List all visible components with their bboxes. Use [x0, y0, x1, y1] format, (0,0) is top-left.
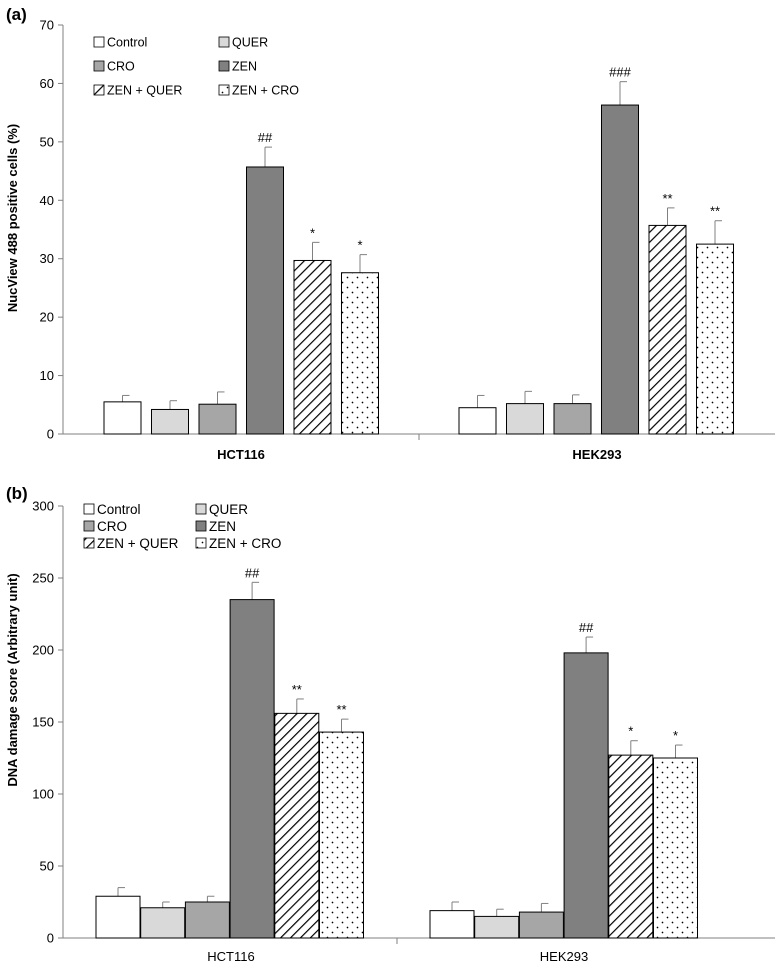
y-tick-label: 20 — [40, 310, 54, 325]
bar-hct116-control — [95, 895, 141, 939]
significance-label: * — [673, 728, 678, 743]
y-tick-label: 60 — [40, 76, 54, 91]
significance-label: ### — [609, 65, 631, 80]
significance-label: ## — [579, 620, 594, 635]
y-tick-label: 50 — [40, 134, 54, 149]
bar-hct116-control — [103, 401, 142, 435]
panel-a-category-hek293: HEK293 — [572, 447, 621, 462]
significance-label: ** — [710, 204, 720, 219]
bar-hek293-zen — [563, 652, 609, 939]
significance-label: ## — [258, 130, 273, 145]
panel-a-bars: ##**###**** — [103, 65, 734, 435]
bar-hek293-zen-quer — [648, 224, 687, 435]
legend-b-swatch-quer — [195, 503, 207, 515]
significance-label: ** — [292, 682, 302, 697]
legend-b-swatch-zen-quer — [83, 537, 95, 549]
y-tick-label: 200 — [32, 643, 54, 658]
y-tick-label: 10 — [40, 368, 54, 383]
legend-b-swatch-control — [83, 503, 95, 515]
bar-hct116-zen-quer — [274, 712, 320, 939]
legend-a-label-control: Control — [107, 36, 147, 50]
y-tick-label: 150 — [32, 715, 54, 730]
significance-label: ## — [245, 565, 260, 580]
panel-b-y-axis-label: DNA damage score (Arbitrary unit) — [5, 573, 20, 786]
legend-a-swatch-control — [93, 36, 105, 48]
bar-hct116-zen-cro — [341, 272, 379, 435]
y-tick-label: 50 — [40, 859, 54, 874]
legend-a-label-zen: ZEN — [232, 60, 257, 74]
legend-a-swatch-zen-cro — [218, 84, 230, 96]
legend-a-swatch-zen-quer — [93, 84, 105, 96]
bar-hek293-cro — [518, 911, 564, 939]
bar-hct116-zen-quer — [293, 259, 332, 435]
legend-a-swatch-zen — [218, 60, 230, 72]
legend-b-swatch-zen-cro — [195, 537, 207, 549]
significance-label: * — [357, 238, 362, 253]
y-tick-label: 30 — [40, 251, 54, 266]
bar-hek293-quer — [474, 915, 520, 939]
panel-b-label: (b) — [6, 484, 28, 503]
legend-b-swatch-cro — [83, 520, 95, 532]
legend-a-label-zen-quer: ZEN + QUER — [107, 84, 182, 98]
legend-b-label-control: Control — [97, 502, 141, 517]
panel-a-label: (a) — [6, 5, 27, 24]
bar-hct116-quer — [140, 907, 186, 939]
legend-a-label-quer: QUER — [232, 36, 268, 50]
y-tick-label: 300 — [32, 499, 54, 514]
panel-b-category-hek293: HEK293 — [540, 949, 588, 964]
panel-b: (b) DNA damage score (Arbitrary unit) 0 5… — [5, 484, 775, 964]
bar-hct116-zen-cro — [319, 731, 364, 939]
y-tick-label: 0 — [47, 931, 54, 946]
bar-hct116-zen — [246, 166, 284, 435]
y-tick-label: 0 — [47, 427, 54, 442]
panel-b-legend: Control QUER CRO ZEN ZEN + QUER ZEN + CR… — [83, 502, 281, 551]
bar-hct116-zen — [229, 599, 275, 939]
significance-label: ** — [662, 191, 672, 206]
panel-b-y-ticks: 0 50 100 150 200 250 300 — [32, 499, 63, 946]
legend-b-label-cro: CRO — [97, 519, 127, 534]
legend-b-swatch-zen — [195, 520, 207, 532]
bar-hct116-cro — [184, 901, 230, 939]
bar-hek293-control — [429, 910, 475, 939]
panel-a: (a) NucView 488 positive cells (%) 0 10 20… — [5, 5, 775, 462]
legend-a-swatch-cro — [93, 60, 105, 72]
panel-a-legend: Control QUER CRO ZEN ZEN + QUER ZEN + CR… — [93, 36, 299, 98]
panel-a-y-ticks: 0 10 20 30 40 50 60 70 — [40, 18, 63, 442]
legend-a-label-zen-cro: ZEN + CRO — [232, 84, 299, 98]
legend-b-label-zen-cro: ZEN + CRO — [209, 536, 281, 551]
legend-b-label-zen: ZEN — [209, 519, 236, 534]
bar-hek293-zen-cro — [696, 243, 734, 435]
bar-hek293-quer — [506, 403, 544, 435]
bar-hct116-quer — [151, 408, 189, 435]
legend-b-label-quer: QUER — [209, 502, 248, 517]
legend-a-label-cro: CRO — [107, 60, 135, 74]
bar-hek293-cro — [553, 403, 592, 435]
y-tick-label: 100 — [32, 787, 54, 802]
bar-hct116-cro — [198, 403, 237, 435]
y-tick-label: 40 — [40, 193, 54, 208]
significance-label: * — [310, 225, 315, 240]
y-tick-label: 250 — [32, 571, 54, 586]
bar-hek293-zen-quer — [608, 754, 654, 939]
panel-a-y-axis-label: NucView 488 positive cells (%) — [5, 124, 20, 312]
legend-b-label-zen-quer: ZEN + QUER — [97, 536, 179, 551]
bar-hek293-zen — [601, 104, 639, 435]
significance-label: * — [628, 724, 633, 739]
legend-a-swatch-quer — [218, 36, 230, 48]
panel-b-category-hct116: HCT116 — [207, 949, 254, 964]
panel-b-bars: ##****##* * — [95, 565, 698, 939]
bar-hek293-control — [458, 407, 497, 435]
y-tick-label: 70 — [40, 18, 54, 33]
panel-a-category-hct116: HCT116 — [217, 447, 265, 462]
significance-label: ** — [336, 702, 346, 717]
bar-hek293-zen-cro — [653, 757, 698, 939]
